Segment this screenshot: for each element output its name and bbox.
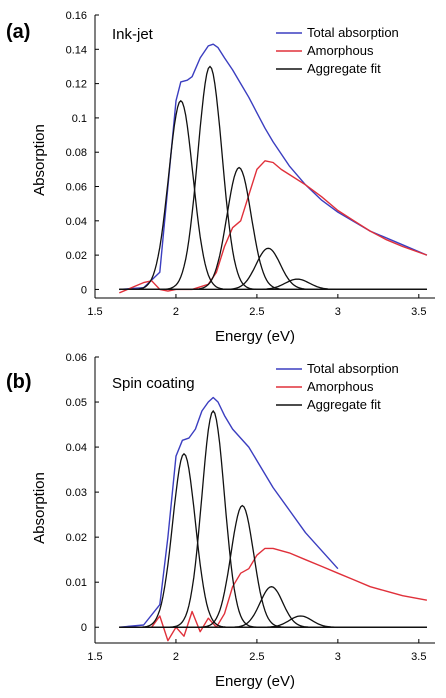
aggregate-peak-3-b: [119, 504, 427, 628]
sample-label-b: Spin coating: [112, 375, 195, 392]
y-tick-label-b: 0.02: [66, 532, 87, 544]
y-tick-label-b: 0: [81, 622, 87, 634]
y-tick-label-b: 0.04: [66, 442, 87, 454]
y-tick-label-b: 0.05: [66, 397, 87, 409]
legend-label-total-b: Total absorption: [307, 361, 399, 376]
aggregate-peak-2-b: [119, 409, 427, 628]
y-tick-label-b: 0.01: [66, 577, 87, 589]
aggregate-peak-5-a: [119, 278, 427, 291]
x-tick-label-b: 2: [173, 651, 179, 663]
aggregate-peak-4-b: [119, 586, 427, 628]
panel-a: (a) Absorption Energy (eV) Ink-jet Total…: [6, 10, 435, 345]
panel-label-b: (b): [6, 371, 32, 393]
sample-label-a: Ink-jet: [112, 26, 154, 43]
legend-b: Total absorption Amorphous Aggregate fit: [276, 361, 399, 412]
y-tick-label-a: 0.08: [66, 147, 87, 159]
aggregate-peak-3-a: [119, 166, 427, 291]
x-tick-label-a: 3.5: [411, 306, 426, 318]
legend-label-aggregate-a: Aggregate fit: [307, 61, 381, 76]
aggregate-peak-4-a: [119, 247, 427, 291]
x-tick-label-b: 3.5: [411, 651, 426, 663]
series-group-a: [119, 43, 428, 294]
amorphous-line-a: [119, 160, 428, 294]
total-absorption-line-b: [119, 396, 339, 628]
panel-b: (b) Absorption Energy (eV) Spin coating …: [6, 352, 435, 690]
y-tick-label-b: 0.03: [66, 487, 87, 499]
x-tick-label-b: 2.5: [249, 651, 264, 663]
y-tick-label-a: 0.14: [66, 44, 87, 56]
legend-a: Total absorption Amorphous Aggregate fit: [276, 25, 399, 76]
y-tick-label-a: 0.16: [66, 10, 87, 22]
x-tick-label-a: 2: [173, 306, 179, 318]
y-axis-title-a: Absorption: [31, 124, 48, 196]
legend-label-aggregate-b: Aggregate fit: [307, 397, 381, 412]
amorphous-line-b: [119, 547, 428, 642]
y-tick-label-a: 0: [81, 284, 87, 296]
legend-label-total-a: Total absorption: [307, 25, 399, 40]
legend-label-amorphous-b: Amorphous: [307, 379, 374, 394]
aggregate-peak-1-a: [119, 99, 427, 291]
aggregate-peak-2-a: [119, 65, 427, 291]
y-tick-label-a: 0.12: [66, 79, 87, 91]
x-tick-label-b: 3: [335, 651, 341, 663]
y-axis-title-b: Absorption: [31, 472, 48, 544]
series-group-b: [119, 396, 428, 642]
y-tick-label-a: 0.1: [72, 113, 87, 125]
x-tick-label-a: 1.5: [87, 306, 102, 318]
total-absorption-line-a: [119, 43, 428, 291]
legend-label-amorphous-a: Amorphous: [307, 43, 374, 58]
y-tick-label-a: 0.02: [66, 250, 87, 262]
y-tick-label-b: 0.06: [66, 352, 87, 364]
panel-label-a: (a): [6, 21, 30, 43]
y-tick-label-a: 0.06: [66, 182, 87, 194]
aggregate-peak-5-b: [119, 615, 427, 628]
y-tick-label-a: 0.04: [66, 216, 87, 228]
x-axis-title-a: Energy (eV): [215, 328, 295, 345]
x-tick-label-a: 2.5: [249, 306, 264, 318]
aggregate-peak-1-b: [119, 452, 427, 628]
plot-area-b: 0 0.01 0.02 0.03 0.04 0.05 0.06 1.5 2 2.5 3 3.5: [66, 352, 435, 663]
x-axis-title-b: Energy (eV): [215, 673, 295, 690]
x-tick-label-b: 1.5: [87, 651, 102, 663]
plot-area-a: 0 0.02 0.04 0.06 0.08 0.1 0.12 0.14 0.16 1.5 2 2.5 3…: [66, 10, 435, 318]
x-tick-label-a: 3: [335, 306, 341, 318]
